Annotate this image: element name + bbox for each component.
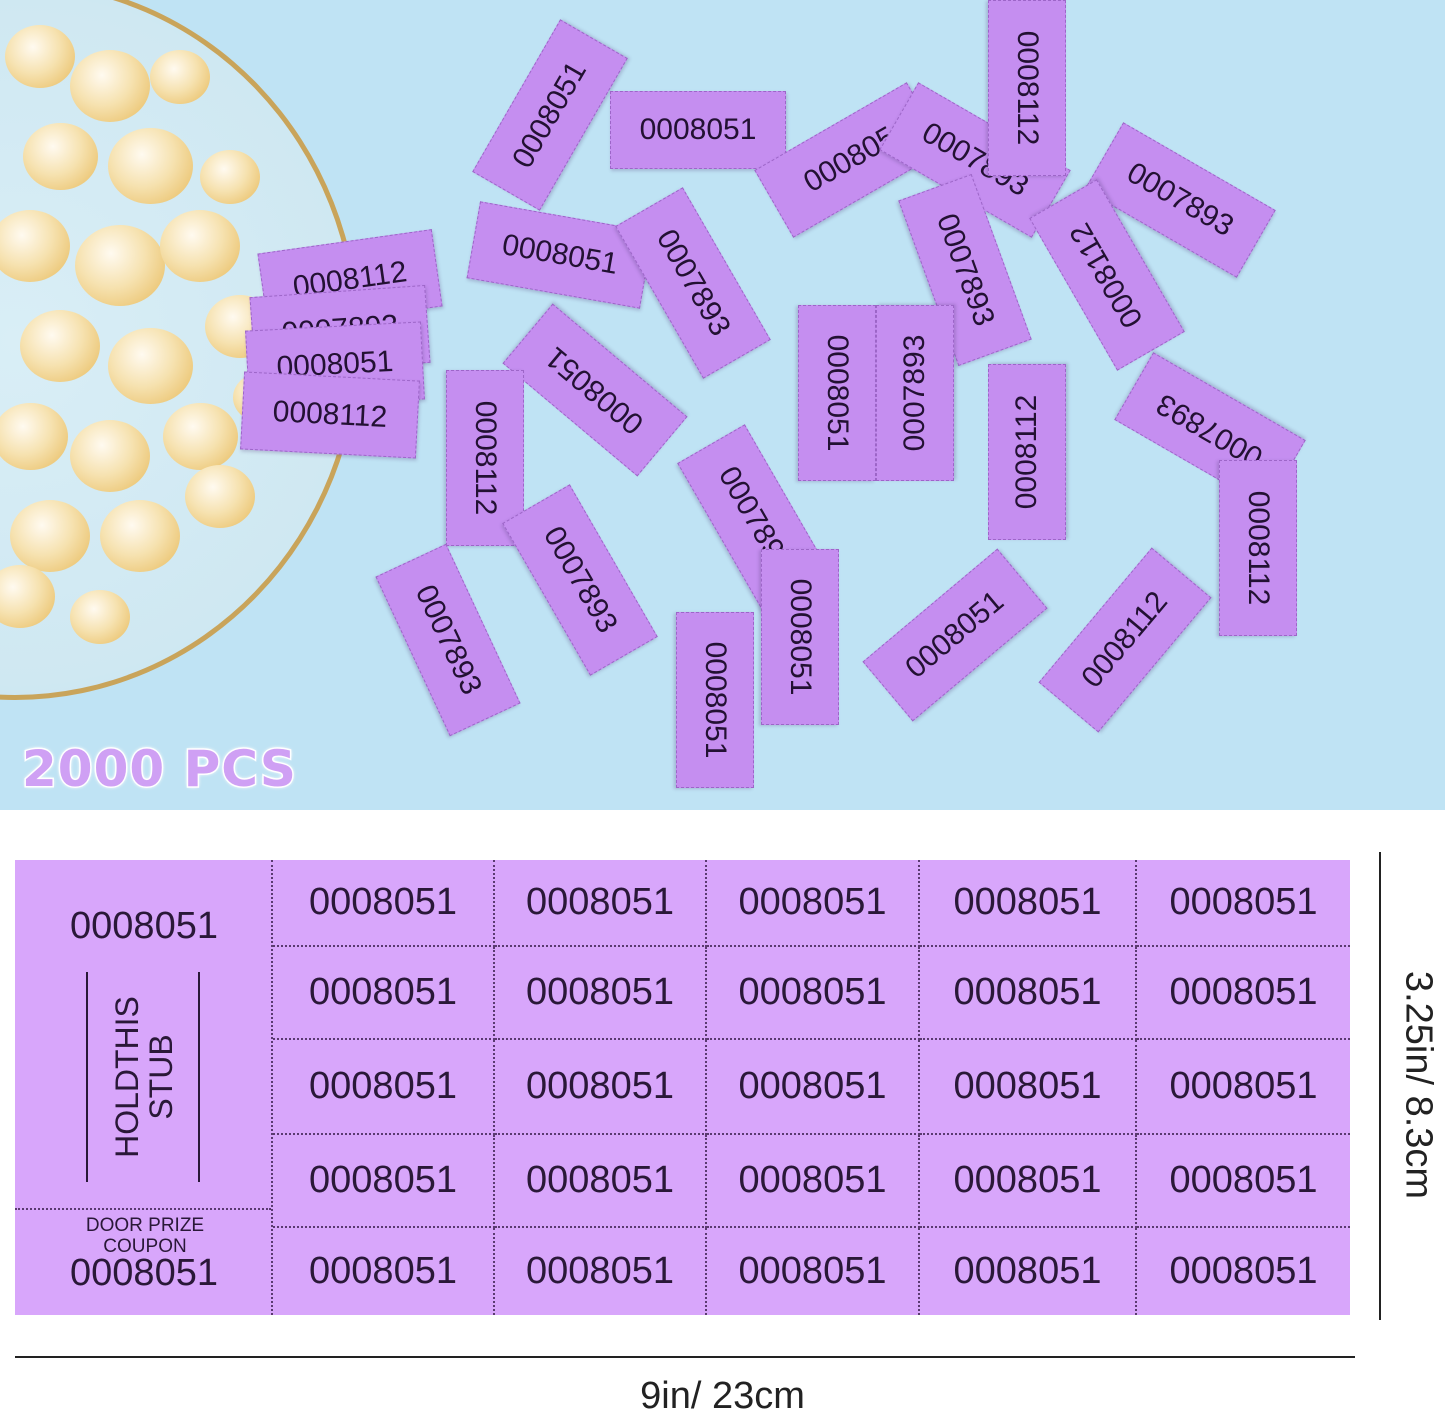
- popcorn-kernel: [185, 465, 255, 528]
- popcorn-kernel: [0, 402, 68, 470]
- ticket: 0008112: [988, 364, 1066, 540]
- ticket: 0007893: [375, 543, 521, 737]
- ticket: 0008051: [466, 201, 654, 309]
- coupon-number: 0008051: [70, 1252, 218, 1294]
- ticket: 0008051: [862, 548, 1048, 722]
- product-photo: 0008112000789300080510008112000805100080…: [0, 0, 1445, 810]
- ticket-cell: 0008051: [495, 1135, 707, 1228]
- ticket: 0008112: [1038, 547, 1212, 733]
- stub-text: HOLDTHIS STUB: [109, 996, 179, 1158]
- popcorn-kernel: [107, 127, 193, 204]
- popcorn-kernel: [162, 402, 238, 470]
- ticket: 0007893: [876, 305, 954, 481]
- ticket-cell: 0008051: [707, 1135, 920, 1228]
- ticket-cell: 0008051: [920, 947, 1137, 1040]
- popcorn-kernel: [107, 327, 193, 404]
- ticket-cell: 0008051: [1137, 947, 1350, 1040]
- stub: 0008051 HOLDTHIS STUB DOOR PRIZE COUPON …: [15, 860, 273, 1315]
- popcorn-kernel: [70, 50, 150, 122]
- height-label: 3.25in/ 8.3cm: [1397, 970, 1440, 1200]
- ticket-sheet: 0008051 HOLDTHIS STUB DOOR PRIZE COUPON …: [15, 860, 1350, 1315]
- divider: [86, 972, 88, 1182]
- stub-text-line: STUB: [143, 1034, 179, 1120]
- popcorn-kernel: [100, 500, 180, 572]
- ticket-cell: 0008051: [920, 860, 1137, 947]
- ticket: 0007893: [502, 484, 658, 676]
- ticket-cell: 0008051: [920, 1135, 1137, 1228]
- ticket: 0008051: [798, 305, 876, 481]
- popcorn-kernel: [75, 225, 165, 306]
- ticket: 0008051: [761, 549, 839, 725]
- popcorn-kernel: [160, 210, 240, 282]
- popcorn-kernel: [0, 565, 55, 628]
- stub-text-line: HOLDTHIS: [109, 996, 145, 1158]
- popcorn-kernel: [70, 590, 130, 644]
- ticket-cell: 0008051: [707, 947, 920, 1040]
- popcorn-kernel: [20, 310, 100, 382]
- ticket-cell: 0008051: [920, 1040, 1137, 1135]
- ticket-cell: 0008051: [707, 860, 920, 947]
- width-label: 9in/ 23cm: [640, 1375, 805, 1417]
- ticket-cell: 0008051: [495, 860, 707, 947]
- ticket-cell: 0008051: [1137, 1135, 1350, 1228]
- width-arrow: [15, 1356, 1355, 1358]
- ticket-cell: 0008051: [495, 947, 707, 1040]
- ticket-cell: 0008051: [1137, 1040, 1350, 1135]
- popcorn-kernel: [10, 500, 90, 572]
- perforation: [15, 1208, 271, 1210]
- ticket-cell: 0008051: [273, 860, 495, 947]
- ticket-cell: 0008051: [495, 1040, 707, 1135]
- quantity-badge: 2000 PCS: [21, 739, 298, 800]
- coupon-label: DOOR PRIZE COUPON: [85, 1215, 205, 1257]
- stub-number: 0008051: [70, 905, 218, 947]
- ticket: 0008112: [1219, 460, 1297, 636]
- ticket-cell: 0008051: [273, 947, 495, 1040]
- ticket: 0008051: [502, 303, 688, 477]
- ticket: 0008051: [676, 612, 754, 788]
- popcorn-kernel: [150, 50, 210, 104]
- popcorn-kernel: [22, 122, 98, 190]
- ticket-cell: 0008051: [273, 1228, 495, 1315]
- ticket-cell: 0008051: [273, 1040, 495, 1135]
- popcorn-kernel: [5, 25, 75, 88]
- ticket: 0008112: [240, 371, 420, 459]
- ticket: 0008051: [610, 91, 786, 169]
- ticket-cell: 0008051: [707, 1228, 920, 1315]
- ticket-cell: 0008051: [707, 1040, 920, 1135]
- popcorn-kernel: [200, 150, 260, 204]
- divider: [198, 972, 200, 1182]
- ticket-cell: 0008051: [920, 1228, 1137, 1315]
- ticket: 0008112: [988, 0, 1066, 176]
- ticket-cell: 0008051: [1137, 860, 1350, 947]
- ticket-cell: 0008051: [1169, 1250, 1318, 1292]
- ticket: 0008051: [472, 19, 628, 211]
- height-arrow: [1379, 852, 1381, 1320]
- ticket-cell: 0008051: [495, 1228, 707, 1315]
- ticket-cell: 0008051: [273, 1135, 495, 1228]
- popcorn-kernel: [70, 420, 150, 492]
- popcorn-kernel: [0, 210, 70, 282]
